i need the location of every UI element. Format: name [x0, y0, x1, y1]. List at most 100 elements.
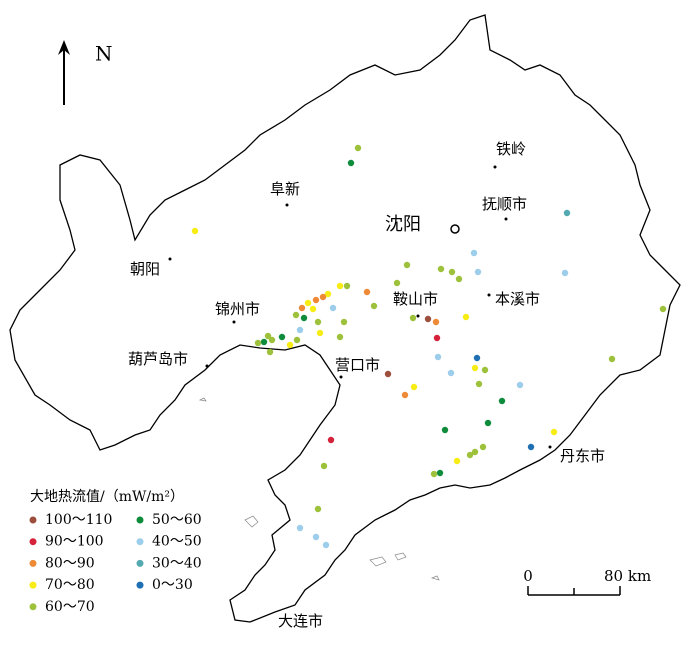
heat-flow-site — [484, 419, 492, 427]
heat-flow-site — [266, 348, 274, 356]
legend-swatch — [29, 581, 37, 589]
heat-flow-site — [434, 353, 442, 361]
city-label: 丹东市 — [560, 447, 605, 465]
heat-flow-site — [516, 381, 524, 389]
legend-title: 大地热流值/（mW/m²） — [30, 489, 184, 505]
heat-flow-site — [320, 462, 328, 470]
heat-flow-site — [300, 314, 308, 322]
heat-flow-site — [329, 304, 337, 312]
north-label: N — [95, 42, 113, 66]
city-label: 阜新 — [270, 180, 300, 198]
heat-flow-site — [393, 279, 401, 287]
city-marker — [205, 364, 209, 368]
heat-flow-site — [432, 318, 440, 326]
city-label: 鞍山市 — [393, 290, 438, 308]
city-label: 沈阳 — [385, 214, 421, 235]
city-label: 抚顺市 — [482, 195, 527, 213]
heat-flow-site — [324, 290, 332, 298]
capital-marker — [450, 224, 460, 234]
city-label: 葫芦岛市 — [128, 350, 188, 368]
heat-flow-site — [430, 470, 438, 478]
heat-flow-site — [260, 338, 268, 346]
heat-flow-site — [448, 268, 456, 276]
heat-flow-site — [264, 332, 272, 340]
heat-flow-site — [479, 443, 487, 451]
heat-flow-site — [453, 457, 461, 465]
city-marker — [504, 217, 508, 221]
heat-flow-site — [286, 341, 294, 349]
heat-flow-site — [309, 305, 317, 313]
heat-flow-site — [298, 304, 306, 312]
heat-flow-site — [363, 288, 371, 296]
city-marker — [168, 257, 172, 261]
legend-swatch — [29, 516, 37, 524]
heat-flow-site — [475, 380, 483, 388]
heat-flow-site — [563, 209, 571, 217]
heat-flow-site — [319, 293, 327, 301]
heat-flow-site — [314, 505, 322, 513]
islands — [198, 397, 440, 581]
heat-flow-site — [481, 366, 489, 374]
heat-flow-site — [296, 326, 304, 334]
city-marker — [416, 314, 420, 318]
province-outline — [9, 14, 681, 623]
heat-flow-site — [296, 524, 304, 532]
heat-flow-site — [659, 305, 667, 313]
legend-label: 100～110 — [45, 512, 112, 528]
heat-flow-site — [384, 370, 392, 378]
heat-flow-site — [527, 443, 535, 451]
heat-flow-site — [424, 315, 432, 323]
legend-label: 50～60 — [152, 512, 202, 528]
city-label: 大连市 — [278, 612, 323, 630]
heat-flow-site — [278, 333, 286, 341]
city-marker — [232, 320, 236, 324]
legend-swatch — [136, 559, 144, 567]
legend-label: 0～30 — [152, 577, 193, 593]
heat-flow-site — [370, 302, 378, 310]
heat-flow-site — [471, 364, 479, 372]
legend-label: 80～90 — [45, 555, 95, 571]
heat-flow-site — [462, 313, 470, 321]
scale-label: 0 — [523, 567, 533, 585]
north-arrow — [58, 40, 70, 105]
legend-swatch — [136, 538, 144, 546]
heat-flow-site — [316, 329, 324, 337]
legend-swatch — [29, 538, 37, 546]
heat-flow-site — [312, 296, 320, 304]
legend-label: 90～100 — [45, 534, 104, 550]
city-label: 铁岭 — [496, 140, 526, 158]
city-marker — [487, 293, 491, 297]
heat-flow-site — [293, 336, 301, 344]
city-label: 朝阳 — [130, 260, 160, 278]
city-marker — [285, 203, 289, 207]
heat-flow-site — [347, 159, 355, 167]
heat-flow-site — [471, 448, 479, 456]
city-label: 本溪市 — [495, 290, 540, 308]
city-marker — [493, 165, 497, 169]
heat-flow-site — [437, 265, 445, 273]
heat-flow-site — [455, 275, 463, 283]
heat-flow-site — [498, 397, 506, 405]
heat-flow-site — [354, 144, 362, 152]
heat-flow-site — [401, 391, 409, 399]
heat-flow-site — [474, 268, 482, 276]
legend-label: 40～50 — [152, 534, 202, 550]
heat-flow-site — [608, 355, 616, 363]
heat-flow-site — [268, 336, 276, 344]
heat-flow-site — [466, 451, 474, 459]
legend-swatch — [136, 516, 144, 524]
heat-flow-site — [254, 339, 262, 347]
legend-swatch — [29, 603, 37, 611]
legend-swatch — [136, 581, 144, 589]
city-marker — [339, 375, 343, 379]
heat-flow-site — [191, 227, 199, 235]
heat-flow-site — [550, 428, 558, 436]
legend-label: 70～80 — [45, 577, 95, 593]
legend-label: 60～70 — [45, 599, 95, 615]
heat-flow-site — [336, 282, 344, 290]
heat-flow-site — [470, 249, 478, 257]
heat-flow-site — [403, 261, 411, 269]
heat-flow-site — [436, 469, 444, 477]
heat-flow-site — [327, 436, 335, 444]
legend-label: 30～40 — [152, 555, 202, 571]
